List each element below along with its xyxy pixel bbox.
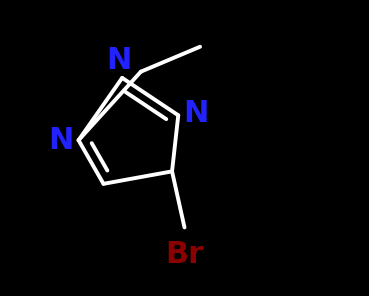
Text: N: N (183, 99, 208, 128)
Text: N: N (106, 46, 132, 75)
Text: N: N (48, 126, 74, 155)
Text: Br: Br (165, 240, 204, 269)
